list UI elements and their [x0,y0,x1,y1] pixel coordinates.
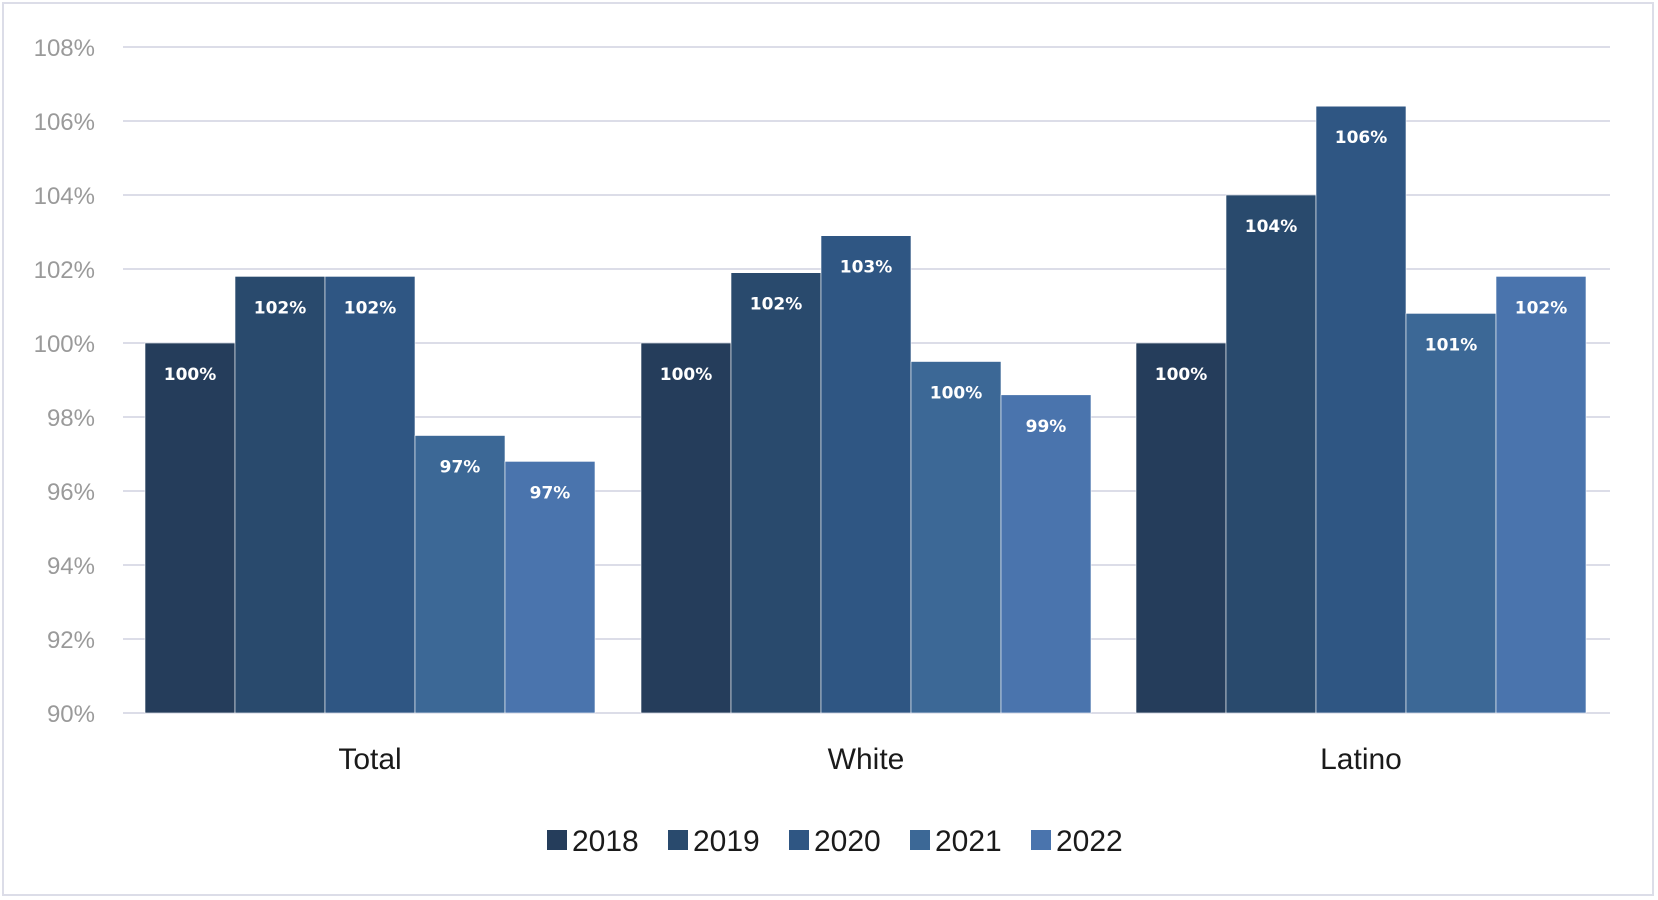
legend-label: 2020 [814,825,881,858]
y-tick-label: 104% [34,183,95,210]
y-tick-label: 102% [34,257,95,284]
data-label: 100% [660,365,713,385]
data-label: 97% [530,483,571,503]
bar-2019-latino [1225,194,1317,714]
bar-2018-white [640,342,732,714]
bar-2021-white [910,361,1002,714]
data-label: 103% [840,258,893,278]
legend-swatch [910,830,930,850]
legend-label: 2019 [693,825,760,858]
legend-swatch [1031,830,1051,850]
y-tick-label: 92% [47,627,95,654]
legend-label: 2022 [1056,825,1123,858]
legend-swatch [789,830,809,850]
x-category-label: White [828,743,905,776]
y-tick-label: 108% [34,35,95,62]
data-label: 101% [1425,335,1478,355]
data-label: 104% [1245,217,1298,237]
data-label: 102% [1515,298,1568,318]
y-tick-label: 100% [34,331,95,358]
y-tick-label: 98% [47,405,95,432]
data-label: 100% [1155,365,1208,385]
bar-2021-latino [1405,313,1497,714]
bar-2019-white [730,272,822,714]
data-label: 100% [164,365,217,385]
legend-item-2018: 2018 [547,825,639,858]
bar-2022-white [1000,394,1092,714]
y-tick-label: 106% [34,109,95,136]
y-tick-label: 90% [47,701,95,728]
bar-2022-total [504,461,596,714]
bar-2018-total [144,342,236,714]
bar-2021-total [414,435,506,714]
legend-swatch [668,830,688,850]
bar-2020-white [820,235,912,714]
legend-item-2019: 2019 [668,825,760,858]
legend-label: 2021 [935,825,1002,858]
bar-2018-latino [1135,342,1227,714]
data-label: 97% [440,458,481,478]
legend-item-2021: 2021 [910,825,1002,858]
legend-swatch [547,830,567,850]
bar-2022-latino [1495,276,1587,714]
x-category-label: Total [338,743,401,776]
y-tick-label: 96% [47,479,95,506]
bar-2020-total [324,276,416,714]
data-label: 102% [750,295,803,315]
legend-item-2022: 2022 [1031,825,1123,858]
bar-2019-total [234,276,326,714]
x-category-label: Latino [1320,743,1402,776]
data-label: 102% [254,298,307,318]
legend-item-2020: 2020 [789,825,881,858]
y-tick-label: 94% [47,553,95,580]
data-label: 102% [344,298,397,318]
legend-label: 2018 [572,825,639,858]
data-label: 100% [930,384,983,404]
data-label: 106% [1335,128,1388,148]
bar-2020-latino [1315,105,1407,714]
data-label: 99% [1026,417,1067,437]
